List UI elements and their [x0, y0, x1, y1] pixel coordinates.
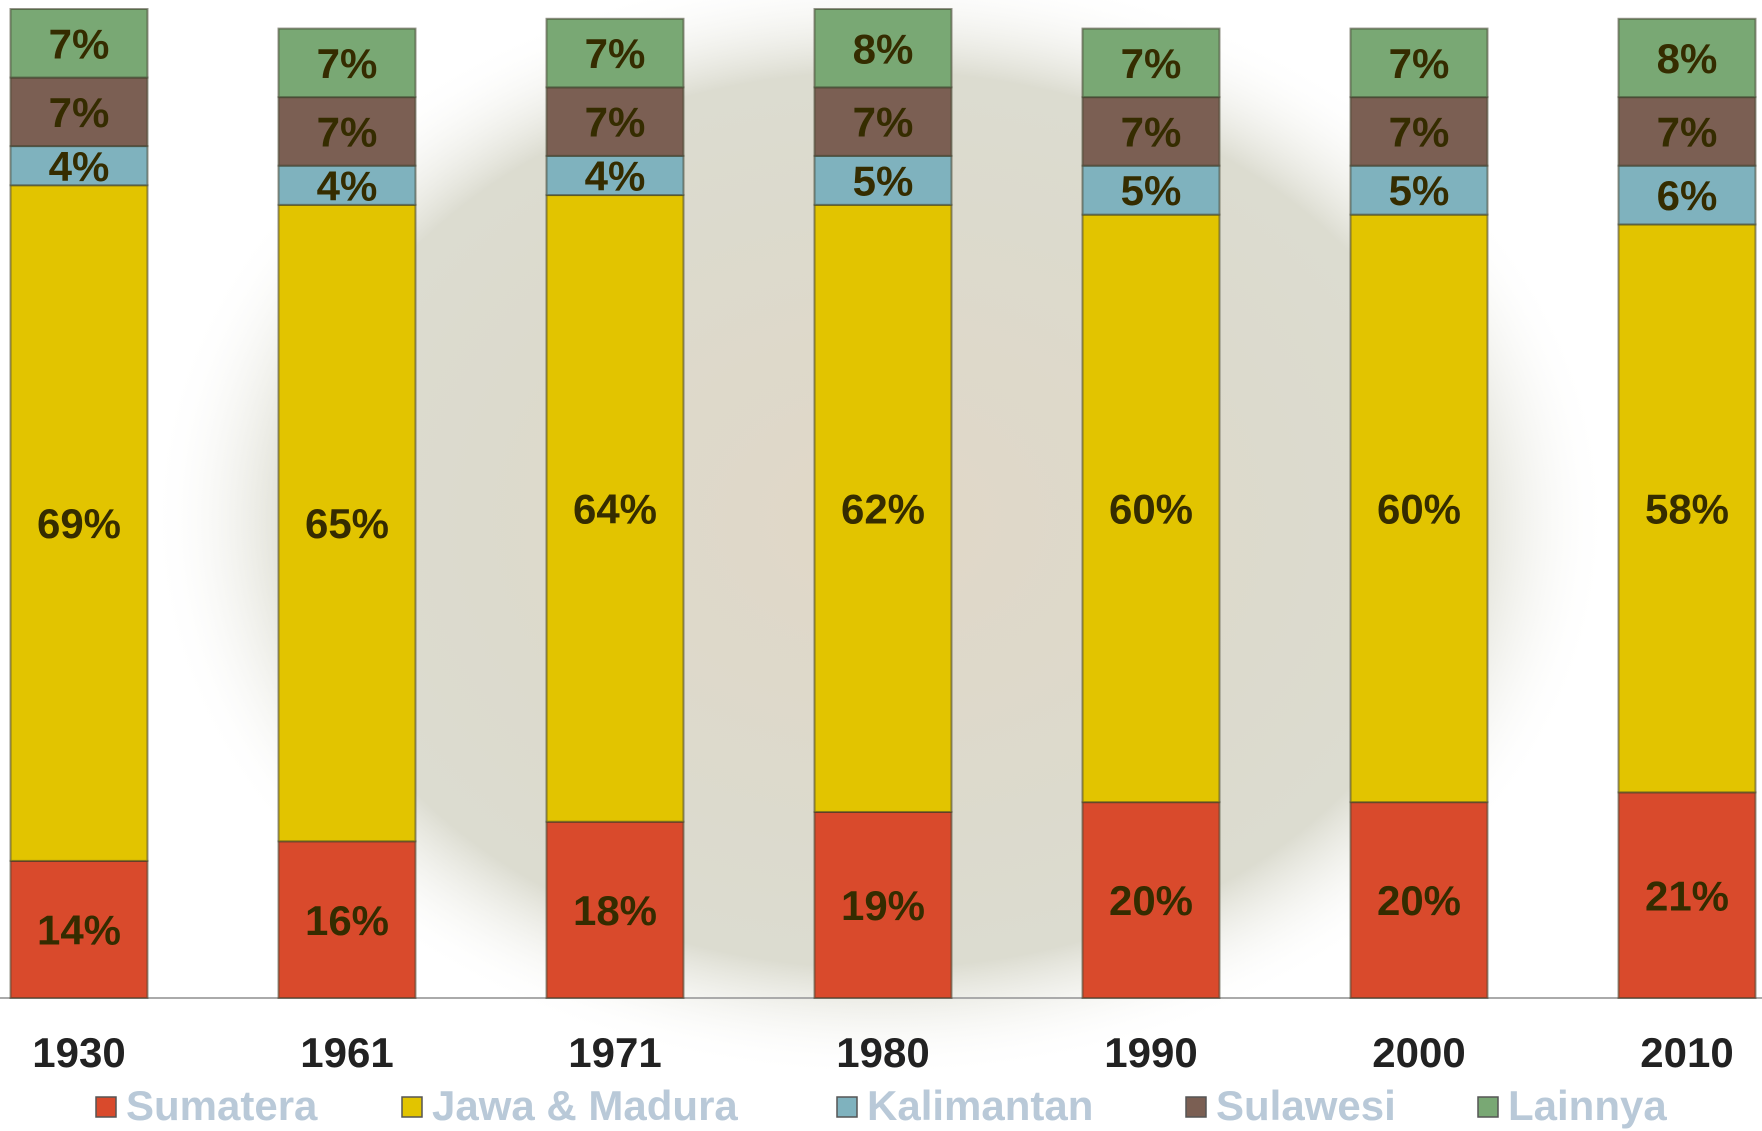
- bar-segment: [9, 184, 149, 862]
- value-label: 20%: [1377, 877, 1461, 924]
- value-label: 4%: [49, 143, 110, 190]
- value-label: 16%: [305, 897, 389, 944]
- value-label: 8%: [1657, 35, 1718, 82]
- value-label: 7%: [585, 30, 646, 77]
- bar-segment: [813, 810, 953, 999]
- value-label: 21%: [1645, 872, 1729, 919]
- x-tick-label: 2010: [1640, 1029, 1733, 1076]
- bar-segment: [545, 86, 685, 157]
- x-tick-label: 1930: [32, 1029, 125, 1076]
- value-label: 60%: [1109, 485, 1193, 532]
- bar-segment: [813, 154, 953, 206]
- legend-marker: [836, 1096, 858, 1118]
- bar-segment: [1081, 164, 1221, 216]
- value-label: 64%: [573, 485, 657, 532]
- value-label: 7%: [1389, 108, 1450, 155]
- bar-segment: [545, 194, 685, 823]
- legend-label: Sulawesi: [1216, 1082, 1396, 1129]
- value-label: 6%: [1657, 172, 1718, 219]
- bar-segment: [813, 86, 953, 157]
- value-label: 62%: [841, 485, 925, 532]
- value-label: 7%: [853, 99, 914, 146]
- bar-segment: [1349, 96, 1489, 167]
- bar-segment: [813, 203, 953, 813]
- bar-segment: [9, 145, 149, 187]
- value-label: 7%: [1121, 108, 1182, 155]
- value-label: 7%: [1389, 40, 1450, 87]
- legend-label: Sumatera: [126, 1082, 318, 1129]
- bar-segment: [1349, 27, 1489, 99]
- value-label: 7%: [49, 89, 110, 136]
- legend-marker: [1185, 1096, 1207, 1118]
- bar-segment: [9, 76, 149, 148]
- value-label: 7%: [49, 20, 110, 67]
- value-label: 5%: [853, 157, 914, 204]
- value-label: 4%: [317, 162, 378, 209]
- value-label: 7%: [317, 40, 378, 87]
- value-label: 18%: [573, 887, 657, 934]
- x-tick-label: 1990: [1104, 1029, 1197, 1076]
- value-label: 7%: [1121, 40, 1182, 87]
- value-label: 7%: [317, 108, 378, 155]
- value-label: 7%: [1657, 108, 1718, 155]
- value-label: 20%: [1109, 877, 1193, 924]
- value-label: 14%: [37, 907, 121, 954]
- legend-label: Lainnya: [1508, 1082, 1667, 1129]
- bar-segment: [545, 17, 685, 89]
- bar-segment: [9, 859, 149, 999]
- value-label: 5%: [1389, 167, 1450, 214]
- value-label: 7%: [585, 99, 646, 146]
- x-tick-label: 1971: [568, 1029, 661, 1076]
- bar-segment: [9, 8, 149, 79]
- bar-segment: [277, 840, 417, 999]
- bar-segment: [545, 154, 685, 197]
- legend-marker: [1477, 1096, 1499, 1118]
- bar-segment: [545, 820, 685, 999]
- legend-label: Kalimantan: [867, 1082, 1093, 1129]
- value-label: 69%: [37, 500, 121, 547]
- bar-segment: [1349, 801, 1489, 999]
- legend-label: Jawa & Madura: [432, 1082, 738, 1129]
- legend-marker: [401, 1096, 423, 1118]
- value-label: 60%: [1377, 485, 1461, 532]
- value-label: 65%: [305, 500, 389, 547]
- bar-segment: [1617, 791, 1757, 999]
- value-label: 4%: [585, 153, 646, 200]
- bar-segment: [1617, 17, 1757, 99]
- bar-segment: [1081, 213, 1221, 804]
- value-label: 19%: [841, 882, 925, 929]
- value-label: 58%: [1645, 485, 1729, 532]
- bar-segment: [277, 27, 417, 99]
- bar-segment: [1081, 96, 1221, 167]
- value-label: 8%: [853, 25, 914, 72]
- bar-segment: [277, 164, 417, 206]
- bar-segment: [1081, 27, 1221, 99]
- bar-segment: [277, 203, 417, 843]
- bar-segment: [277, 96, 417, 167]
- bar-segment: [813, 8, 953, 89]
- legend-marker: [95, 1096, 117, 1118]
- bar-segment: [1081, 801, 1221, 999]
- x-tick-label: 1980: [836, 1029, 929, 1076]
- value-label: 5%: [1121, 167, 1182, 214]
- x-tick-label: 1961: [300, 1029, 393, 1076]
- x-tick-label: 2000: [1372, 1029, 1465, 1076]
